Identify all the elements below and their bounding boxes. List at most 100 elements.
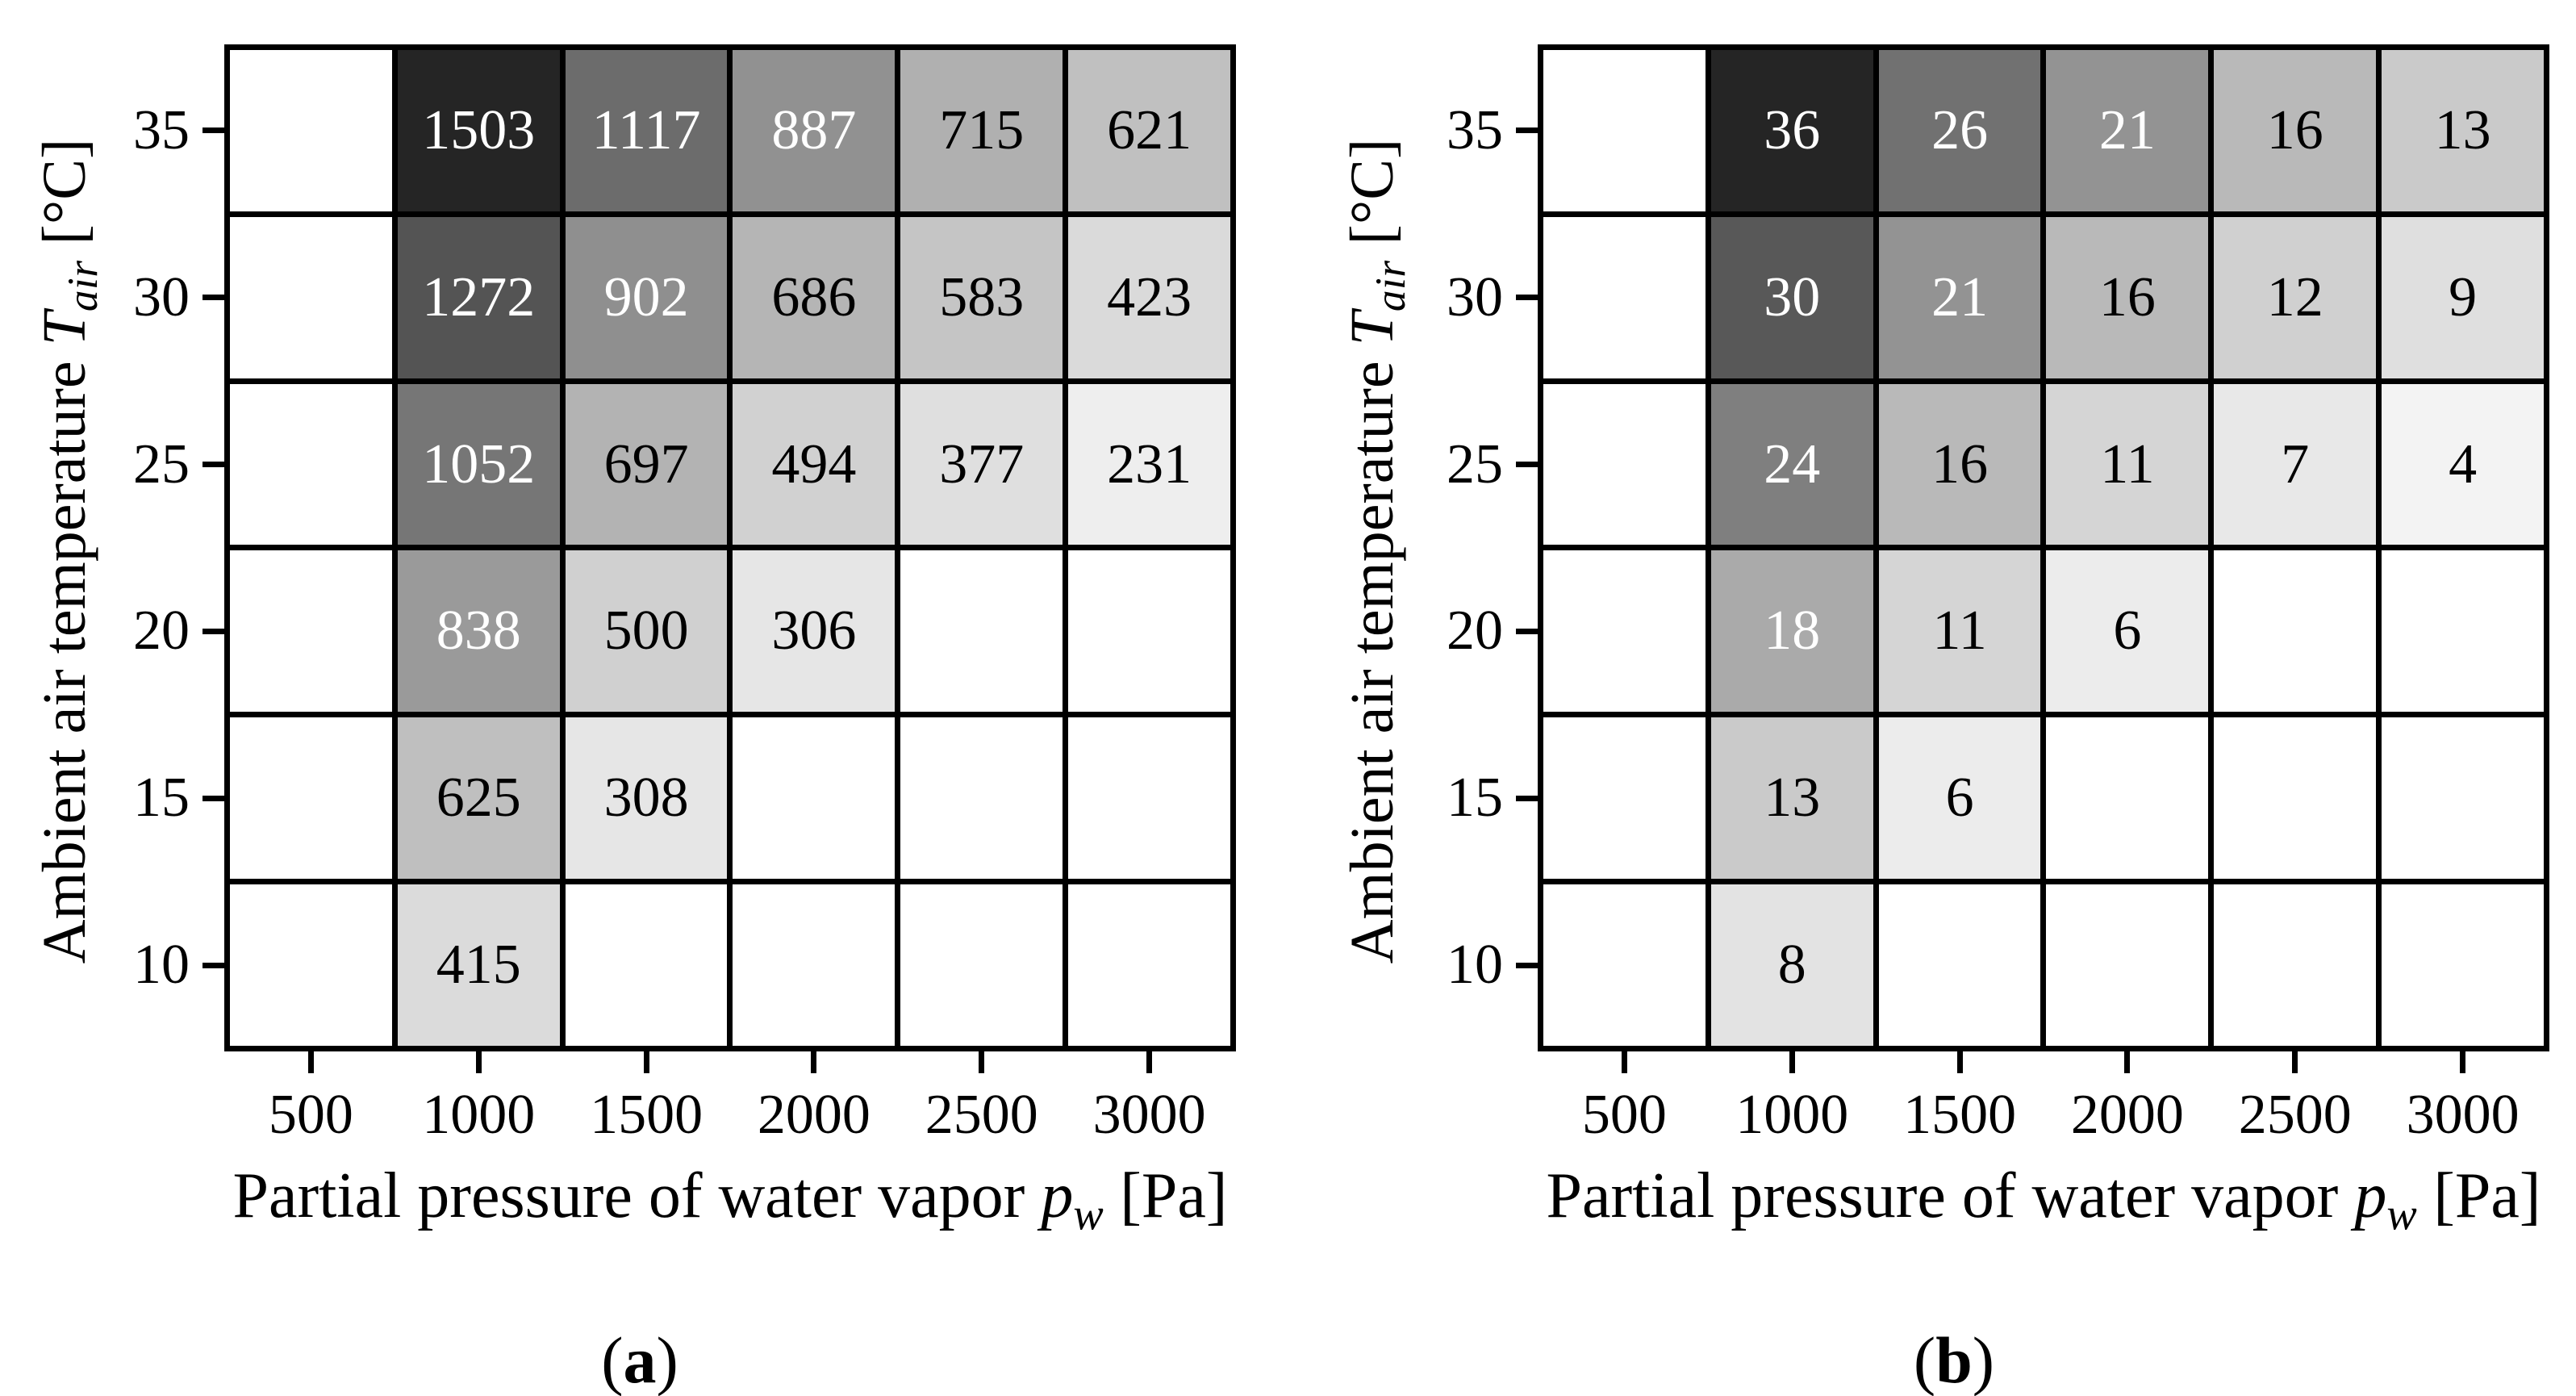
heatmap-cell: 21 [2046,50,2209,211]
heatmap-cell: 13 [2382,50,2544,211]
x-tick-label: 2000 [2070,1084,2184,1146]
heatmap-cell-empty [2382,550,2544,713]
x-tick-label: 1500 [590,1084,703,1146]
heatmap: 1503 1117 887 715 621 1272 902 686 583 423 1052 697… [224,44,1236,1051]
y-tick-mark [1516,295,1538,301]
heatmap-cell: 18 [1710,550,1873,713]
x-tick-label: 500 [268,1084,353,1146]
heatmap-cell-empty [2214,884,2377,1046]
y-tick-label: 35 [1447,98,1503,161]
x-tick-mark [2124,1051,2131,1073]
heatmap-cell-empty [1543,216,1706,378]
heatmap-cell: 16 [2046,216,2209,378]
heatmap-cell: 1272 [397,216,560,378]
y-axis-label: Ambient air temperature Tair [°C] [1338,48,1415,1055]
heatmap-cell: 902 [565,216,728,378]
y-tick-label: 30 [1447,265,1503,328]
y-tick-label: 30 [133,265,190,328]
x-tick-label: 2500 [925,1084,1038,1146]
heatmap-cell: 36 [1710,50,1873,211]
y-tick-label: 10 [133,934,190,997]
x-axis-symbol: p [2354,1160,2387,1231]
x-axis-label-text: Partial pressure of water vapor [1546,1160,2355,1231]
caption-paren-open: ( [1913,1323,1936,1396]
heatmap-cell-empty [230,717,392,880]
heatmap-cell: 625 [397,717,560,880]
caption-paren-close: ) [1972,1323,1995,1396]
y-tick-mark [1516,462,1538,468]
y-tick-label: 10 [1447,934,1503,997]
y-tick-mark [202,795,224,801]
heatmap-cell-empty [230,216,392,378]
y-tick-mark [202,462,224,468]
x-axis-subscript: w [1073,1189,1104,1240]
heatmap-cell: 16 [2214,50,2377,211]
heatmap-cell: 887 [733,50,896,211]
y-tick-mark [1516,795,1538,801]
heatmap-cell-empty [2214,717,2377,880]
x-axis-label: Partial pressure of water vapor pw [Pa] [1358,1159,2576,1241]
heatmap-cell: 423 [1068,216,1230,378]
y-tick-label: 25 [133,433,190,495]
heatmap-cell-empty [565,884,728,1046]
heatmap-cell: 686 [733,216,896,378]
heatmap-cell-empty [2214,550,2377,713]
heatmap-cell: 11 [1878,550,2041,713]
heatmap-cell: 24 [1710,383,1873,545]
subfigure-caption: (a) [478,1327,801,1394]
caption-paren-close: ) [656,1323,678,1396]
heatmap-cell: 308 [565,717,728,880]
y-tick-mark [1516,962,1538,968]
heatmap-cell-empty [900,717,1063,880]
y-axis-symbol: T [1338,311,1406,346]
x-tick-label: 1500 [1903,1084,2017,1146]
heatmap-cell: 838 [397,550,560,713]
y-tick-mark [202,295,224,301]
heatmap-cell-empty [1543,884,1706,1046]
x-axis-symbol: p [1041,1160,1074,1231]
x-axis-subscript: w [2386,1189,2418,1240]
heatmap-cell-empty [2046,717,2209,880]
x-tick-label: 1000 [1735,1084,1849,1146]
heatmap-cell: 500 [565,550,728,713]
y-tick-mark [202,127,224,134]
heatmap-cell: 6 [2046,550,2209,713]
heatmap-cell: 583 [900,216,1063,378]
heatmap-cell-empty [1543,550,1706,713]
x-tick-mark [979,1051,985,1073]
heatmap-cell: 1117 [565,50,728,211]
heatmap-cell: 1052 [397,383,560,545]
x-tick-label: 500 [1581,1084,1667,1146]
heatmap-cell-empty [2046,884,2209,1046]
y-tick-label: 20 [133,600,190,662]
heatmap-cell: 9 [2382,216,2544,378]
x-tick-mark [1789,1051,1795,1073]
heatmap-cell: 16 [1878,383,2041,545]
y-axis-subscript: air [1366,260,1414,312]
y-tick-mark [1516,628,1538,634]
heatmap-cell: 26 [1878,50,2041,211]
heatmap-cell: 1503 [397,50,560,211]
x-tick-mark [811,1051,817,1073]
heatmap-cell: 11 [2046,383,2209,545]
heatmap-cell: 30 [1710,216,1873,378]
heatmap-cell: 4 [2382,383,2544,545]
heatmap-cell: 13 [1710,717,1873,880]
heatmap-cell-empty [230,884,392,1046]
heatmap-cell-empty [900,550,1063,713]
heatmap-cell-empty [1068,717,1230,880]
x-tick-label: 3000 [1092,1084,1206,1146]
heatmap-cell-empty [230,50,392,211]
heatmap-cell: 306 [733,550,896,713]
heatmap-cell-empty [733,717,896,880]
y-axis-label-text: Ambient air temperature [1338,345,1406,964]
heatmap-cell-empty [733,884,896,1046]
heatmap-cell: 231 [1068,383,1230,545]
x-tick-mark [1956,1051,1963,1073]
y-tick-mark [1516,127,1538,134]
x-axis-label-text: Partial pressure of water vapor [232,1160,1042,1231]
heatmap-cell: 377 [900,383,1063,545]
x-axis-unit: [Pa] [2417,1160,2541,1231]
